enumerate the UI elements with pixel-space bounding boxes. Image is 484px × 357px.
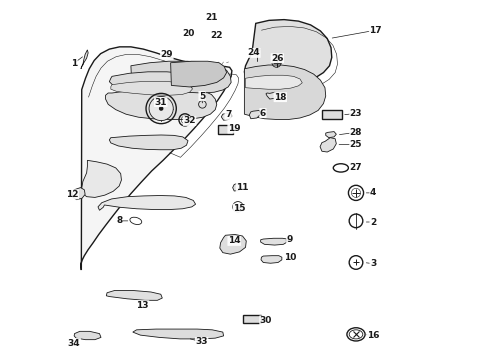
Polygon shape: [325, 132, 335, 138]
Text: 18: 18: [273, 93, 286, 102]
Text: 26: 26: [271, 54, 283, 63]
Polygon shape: [109, 72, 200, 89]
Text: 25: 25: [349, 140, 362, 149]
Polygon shape: [106, 89, 216, 120]
Polygon shape: [81, 50, 88, 69]
Polygon shape: [217, 125, 233, 134]
Polygon shape: [265, 92, 276, 99]
Text: 28: 28: [349, 128, 362, 137]
Text: 14: 14: [227, 236, 240, 245]
Polygon shape: [232, 184, 241, 191]
Text: 9: 9: [286, 235, 292, 244]
Polygon shape: [221, 113, 231, 120]
Polygon shape: [260, 256, 281, 263]
Polygon shape: [244, 20, 331, 85]
Text: 27: 27: [349, 164, 362, 172]
Polygon shape: [244, 65, 325, 120]
Polygon shape: [131, 61, 231, 93]
Text: 7: 7: [225, 110, 231, 120]
Polygon shape: [81, 160, 121, 197]
Polygon shape: [245, 75, 302, 89]
Polygon shape: [249, 110, 260, 119]
Text: 29: 29: [160, 50, 173, 59]
Polygon shape: [111, 81, 192, 95]
Text: 20: 20: [182, 30, 195, 39]
Polygon shape: [321, 110, 341, 119]
Text: 3: 3: [369, 259, 376, 268]
Text: 6: 6: [259, 109, 266, 117]
Text: 32: 32: [183, 116, 196, 126]
Text: 13: 13: [136, 301, 149, 310]
Polygon shape: [133, 329, 223, 339]
Text: 2: 2: [369, 217, 376, 226]
Circle shape: [149, 96, 173, 121]
Text: 23: 23: [349, 109, 362, 118]
Polygon shape: [106, 291, 162, 300]
Text: 21: 21: [205, 13, 217, 22]
Text: 16: 16: [366, 331, 378, 340]
Polygon shape: [74, 331, 101, 340]
Polygon shape: [72, 187, 85, 200]
Text: 31: 31: [154, 97, 166, 107]
Text: 30: 30: [259, 316, 272, 325]
Text: 19: 19: [227, 124, 240, 133]
Text: 11: 11: [236, 183, 248, 192]
Text: 22: 22: [210, 31, 222, 40]
Polygon shape: [81, 47, 231, 270]
Text: 10: 10: [283, 253, 295, 262]
Text: 17: 17: [369, 26, 381, 35]
Text: 24: 24: [247, 49, 259, 57]
Polygon shape: [170, 61, 226, 87]
Polygon shape: [242, 316, 260, 323]
Text: 1: 1: [71, 59, 77, 67]
Text: 4: 4: [369, 188, 376, 197]
Text: 15: 15: [233, 204, 245, 213]
Polygon shape: [219, 235, 246, 254]
Polygon shape: [260, 238, 287, 245]
Text: 12: 12: [66, 190, 78, 199]
Polygon shape: [109, 135, 188, 150]
Polygon shape: [319, 138, 335, 152]
Circle shape: [159, 106, 163, 111]
Polygon shape: [98, 196, 195, 210]
Text: 34: 34: [68, 338, 80, 348]
Text: 5: 5: [198, 91, 205, 101]
Text: 33: 33: [195, 337, 208, 346]
Text: 8: 8: [116, 216, 122, 225]
